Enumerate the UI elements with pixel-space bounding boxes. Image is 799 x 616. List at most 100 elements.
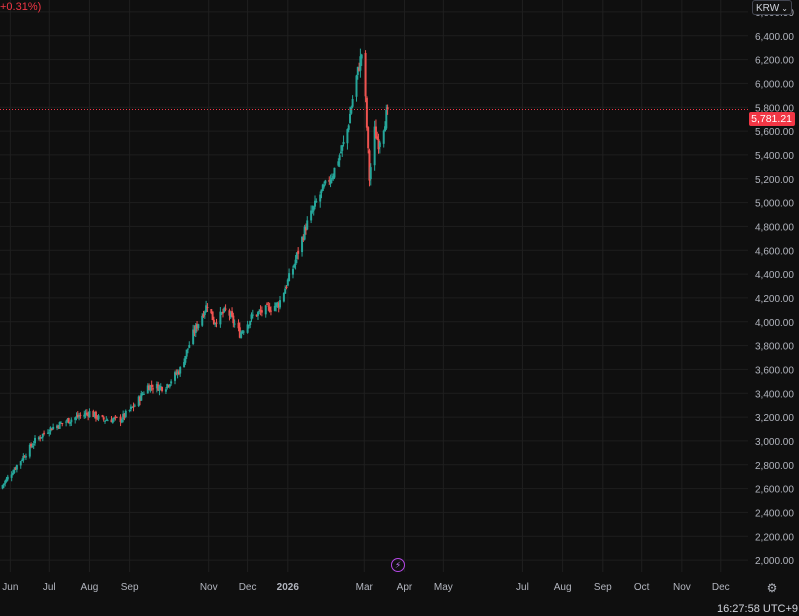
x-tick-label: Jun [2, 582, 18, 593]
candle-body [237, 322, 240, 329]
candle-body [13, 469, 16, 473]
last-price-badge: 5,781.21 [749, 112, 795, 126]
candle-body [74, 417, 77, 420]
candle-body [183, 362, 186, 368]
timezone-clock[interactable]: 16:27:58 UTC+9 [717, 603, 799, 615]
y-tick-label: 5,200.00 [755, 175, 794, 186]
candle-body [111, 419, 114, 423]
x-tick-label: Nov [200, 582, 218, 593]
y-tick-label: 3,200.00 [755, 413, 794, 424]
candle-body [50, 428, 53, 431]
candle-body [258, 310, 261, 312]
currency-select-button[interactable]: KRW ⌄ [752, 0, 792, 15]
candle-body [250, 314, 253, 320]
candle-body [97, 415, 100, 420]
candle-body [106, 420, 109, 422]
candle-body [301, 237, 304, 253]
candle-body [364, 53, 367, 97]
candle-body [23, 456, 26, 458]
candle-body [94, 411, 97, 419]
y-tick-label: 2,800.00 [755, 461, 794, 472]
price-change-percent: +0.31%) [0, 1, 42, 13]
candle-body [123, 413, 126, 418]
candle-body [376, 136, 379, 140]
y-tick-label: 5,400.00 [755, 151, 794, 162]
y-tick-label: 3,600.00 [755, 365, 794, 376]
candle-body [119, 416, 122, 423]
y-tick-label: 2,000.00 [755, 556, 794, 567]
candle-body [329, 179, 332, 184]
candle-body [241, 331, 244, 333]
y-tick-label: 6,400.00 [755, 32, 794, 43]
candle-body [303, 226, 306, 240]
candle-body [177, 371, 180, 375]
candle-body [67, 418, 70, 424]
candle-body [242, 331, 245, 333]
candle-body [168, 384, 171, 387]
candle-body [233, 323, 236, 325]
lightning-icon[interactable]: ⚡ [391, 558, 405, 572]
candle-body [19, 461, 22, 466]
candle-body [219, 311, 222, 325]
price-axis[interactable]: 2,000.00 2,200.00 2,400.00 2,600.00 2,800.00… [755, 8, 794, 567]
candle-body [150, 384, 153, 387]
candle-body [151, 388, 154, 390]
candle-body [49, 427, 52, 432]
candle-body [5, 478, 8, 482]
x-tick-label: Jul [43, 582, 56, 593]
candle-body [59, 422, 62, 424]
candle-body [39, 437, 42, 439]
candle-body [273, 305, 276, 311]
candle-body [14, 468, 17, 470]
candle-body [146, 385, 149, 394]
candle-body [161, 387, 164, 391]
candle-body [369, 167, 372, 180]
y-tick-label: 2,200.00 [755, 532, 794, 543]
candle-body [342, 141, 345, 145]
candle-body [211, 311, 214, 321]
candle-body [349, 113, 352, 124]
candle-body [328, 179, 331, 182]
y-tick-label: 4,400.00 [755, 270, 794, 281]
candle-body [266, 303, 269, 305]
candle-body [251, 314, 254, 316]
candle-body [158, 385, 161, 392]
candle-body [166, 384, 169, 388]
candle-body [141, 394, 144, 396]
candle-body [70, 419, 73, 423]
candle-body [185, 349, 188, 357]
candle-body [22, 455, 25, 461]
candle-body [358, 68, 361, 71]
x-tick-label: Sep [121, 582, 139, 593]
candle-body [140, 393, 143, 401]
candle-body [312, 206, 315, 211]
candle-body [215, 322, 218, 324]
candle-body [202, 314, 205, 317]
candle-body [32, 444, 35, 446]
candle-body [224, 308, 227, 310]
y-tick-label: 4,600.00 [755, 246, 794, 257]
time-axis[interactable]: Jun Jul Aug Sep Nov Dec 2026 Mar Apr May Jul Aug Sep… [2, 582, 729, 593]
candle-body [28, 444, 31, 457]
candle-body [133, 405, 136, 407]
candle-body [15, 465, 18, 470]
gear-icon[interactable]: ⚙ [766, 581, 778, 595]
candle-body [83, 414, 86, 417]
candle-body [76, 414, 79, 418]
x-tick-label: May [434, 582, 453, 593]
candle-body [96, 417, 99, 419]
candle-body [260, 310, 263, 313]
candle-body [104, 420, 107, 422]
candle-body [52, 426, 55, 430]
candle-body [320, 189, 323, 193]
candle-body [355, 75, 358, 97]
candle-body [240, 332, 243, 338]
candle-body [155, 383, 158, 389]
candle-body [201, 315, 204, 326]
candle-body [110, 419, 113, 423]
candle-body [164, 389, 167, 392]
candle-body [347, 125, 350, 130]
y-tick-label: 4,800.00 [755, 222, 794, 233]
